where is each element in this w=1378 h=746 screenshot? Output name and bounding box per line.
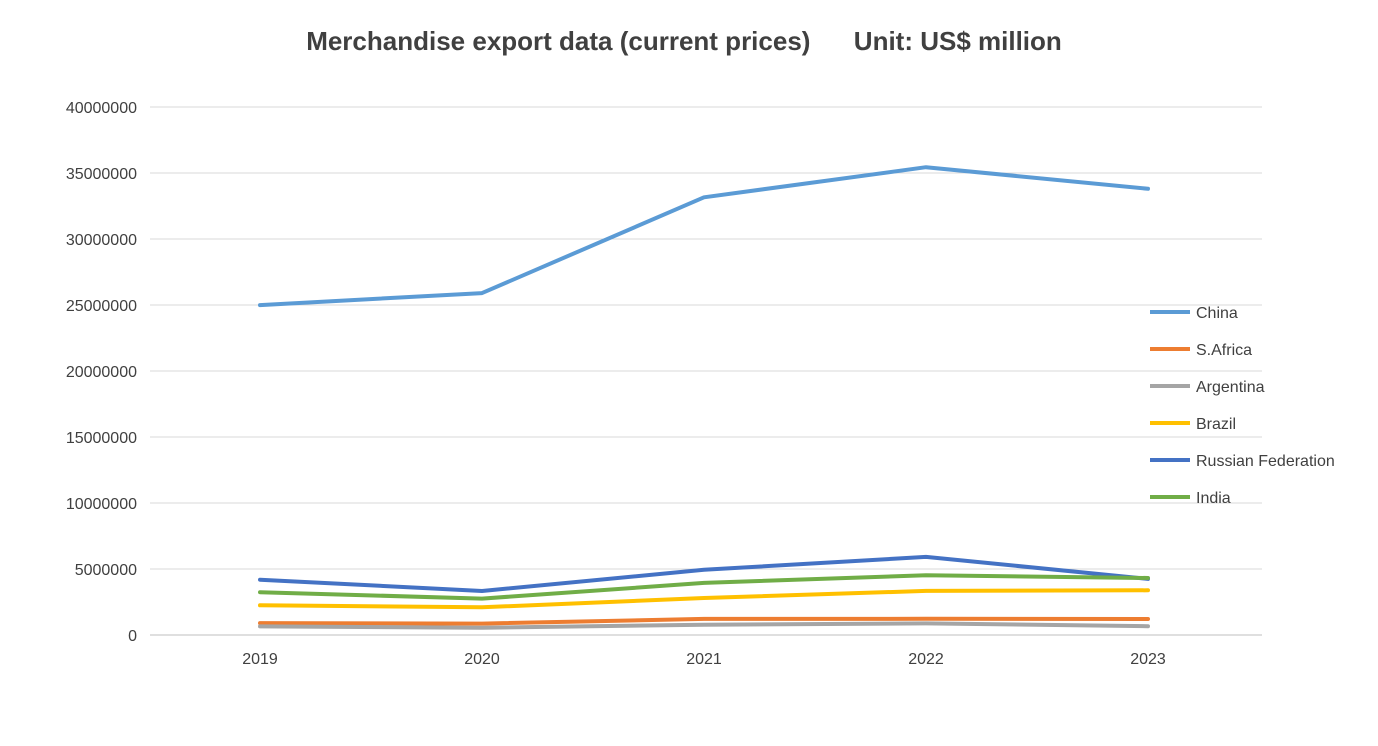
x-tick-label: 2020 (464, 651, 500, 668)
legend-label-india: India (1196, 490, 1231, 507)
y-tick-label: 0 (128, 628, 137, 645)
legend-label-brazil: Brazil (1196, 416, 1236, 433)
series-line-india (258, 573, 1150, 601)
legend-label-russian-federation: Russian Federation (1196, 453, 1335, 470)
legend-label-china: China (1196, 305, 1238, 322)
series-line-russian-federation (258, 554, 1150, 593)
x-tick-label: 2019 (242, 651, 278, 668)
series-line-brazil (258, 588, 1150, 610)
series-lines (258, 165, 1150, 630)
x-tick-label: 2023 (1130, 651, 1166, 668)
y-tick-label: 20000000 (66, 364, 137, 381)
series-line-s-africa (258, 616, 1150, 626)
y-tick-label: 40000000 (66, 100, 137, 117)
series-line-china (258, 165, 1150, 308)
x-tick-label: 2021 (686, 651, 722, 668)
series-line-argentina (258, 621, 1150, 630)
x-axis-ticks: 2019 2020 2021 2022 2023 (242, 651, 1166, 668)
x-tick-label: 2022 (908, 651, 944, 668)
gridlines (150, 106, 1262, 636)
chart-title: Merchandise export data (current prices)… (306, 26, 1062, 56)
y-tick-label: 30000000 (66, 232, 137, 249)
y-tick-label: 25000000 (66, 298, 137, 315)
y-tick-label: 10000000 (66, 496, 137, 513)
legend: China S.Africa Argentina Brazil Russian Fede… (1150, 305, 1335, 507)
y-tick-label: 5000000 (75, 562, 137, 579)
legend-label-s-africa: S.Africa (1196, 342, 1252, 359)
y-tick-label: 35000000 (66, 166, 137, 183)
y-tick-label: 15000000 (66, 430, 137, 447)
y-axis-ticks: 0 5000000 10000000 15000000 20000000 25000000… (66, 100, 137, 645)
legend-label-argentina: Argentina (1196, 379, 1265, 396)
